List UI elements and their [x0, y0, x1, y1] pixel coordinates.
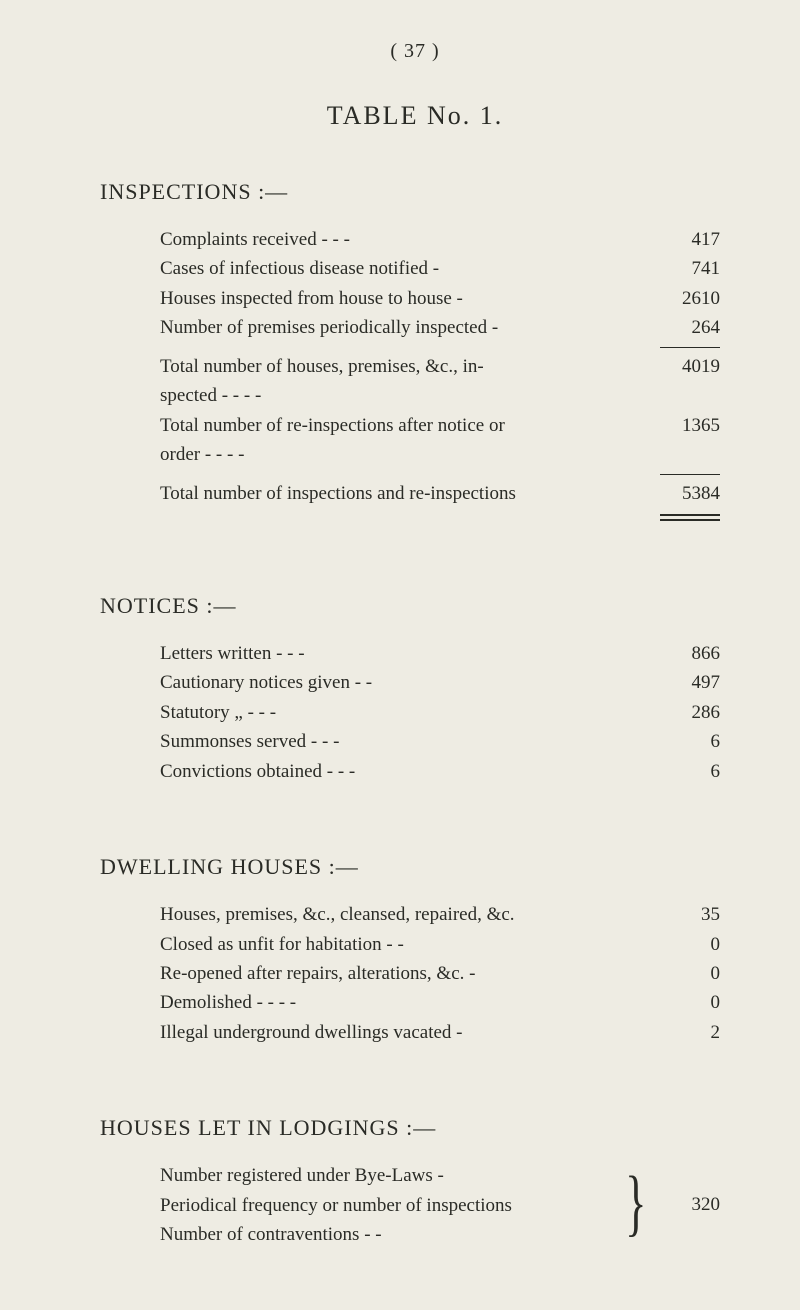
row-label: Cautionary notices given - -: [160, 668, 650, 697]
table-row: Cases of infectious disease notified - 7…: [160, 254, 720, 283]
row-value: 2: [650, 1018, 720, 1047]
row-label: Number of contraventions - -: [160, 1220, 392, 1249]
row-label: Illegal underground dwellings vacated -: [160, 1018, 650, 1047]
brace-icon: }: [626, 1170, 647, 1237]
section-heading-notices: NOTICES :—: [100, 593, 730, 619]
table-row: Cautionary notices given - - 497: [160, 668, 720, 697]
table-row: Statutory „ - - - 286: [160, 698, 720, 727]
section-heading-lodgings: HOUSES LET IN LODGINGS :—: [100, 1115, 730, 1141]
row-label: Total number of re-inspections after not…: [160, 411, 650, 470]
table-row: Total number of inspections and re-inspe…: [160, 479, 720, 508]
row-label: Statutory „ - - -: [160, 698, 650, 727]
row-label: Total number of inspections and re-inspe…: [160, 479, 650, 508]
row-label: Demolished - - - -: [160, 988, 650, 1017]
table-row: Illegal underground dwellings vacated - …: [160, 1018, 720, 1047]
section-heading-dwelling: DWELLING HOUSES :—: [100, 854, 730, 880]
brace-value: 320: [650, 1194, 720, 1216]
row-value: 0: [650, 930, 720, 959]
table-row: Number of premises periodically inspecte…: [160, 313, 720, 342]
table-row: Demolished - - - - 0: [160, 988, 720, 1017]
spacer: [100, 786, 730, 826]
subtotal-rule: [660, 474, 720, 475]
row-value: 6: [650, 727, 720, 756]
row-value: 0: [650, 988, 720, 1017]
row-value: 35: [650, 900, 720, 929]
brace-labels: Number registered under Bye-Laws - Perio…: [160, 1161, 616, 1249]
table-row: Total number of re-inspections after not…: [160, 411, 720, 470]
row-label: Closed as unfit for habitation - -: [160, 930, 650, 959]
table-row: Convictions obtained - - - 6: [160, 757, 720, 786]
row-value: 0: [650, 959, 720, 988]
table-row: Number registered under Bye-Laws -: [160, 1161, 616, 1190]
dwelling-block: Houses, premises, &c., cleansed, repaire…: [160, 900, 720, 1047]
table-row: Closed as unfit for habitation - - 0: [160, 930, 720, 959]
notices-block: Letters written - - - 866 Cautionary not…: [160, 639, 720, 786]
row-label: Houses inspected from house to house -: [160, 284, 650, 313]
table-row: Complaints received - - - 417: [160, 225, 720, 254]
table-row: Periodical frequency or number of inspec…: [160, 1191, 616, 1220]
row-value: 264: [650, 313, 720, 342]
table-row: Houses inspected from house to house - 2…: [160, 284, 720, 313]
row-label: Number registered under Bye-Laws -: [160, 1161, 454, 1190]
subtotal-rule: [660, 347, 720, 348]
row-label: Letters written - - -: [160, 639, 650, 668]
document-page: ( 37 ) TABLE No. 1. INSPECTIONS :— Compl…: [0, 0, 800, 1310]
table-row: Total number of houses, premises, &c., i…: [160, 352, 720, 411]
table-row: Number of contraventions - -: [160, 1220, 616, 1249]
row-label: Cases of infectious disease notified -: [160, 254, 650, 283]
spacer: [100, 1047, 730, 1087]
inspections-block: Complaints received - - - 417 Cases of i…: [160, 225, 720, 521]
lodgings-block: Number registered under Bye-Laws - Perio…: [160, 1161, 720, 1249]
row-label: Convictions obtained - - -: [160, 757, 650, 786]
row-label: Summonses served - - -: [160, 727, 650, 756]
row-label: Total number of houses, premises, &c., i…: [160, 352, 650, 411]
spacer: [100, 525, 730, 565]
table-row: Re-opened after repairs, alterations, &c…: [160, 959, 720, 988]
row-value: 417: [650, 225, 720, 254]
section-heading-inspections: INSPECTIONS :—: [100, 179, 730, 205]
row-label: Periodical frequency or number of inspec…: [160, 1191, 522, 1220]
double-rule: [660, 514, 720, 521]
row-value: 6: [650, 757, 720, 786]
row-label: Re-opened after repairs, alterations, &c…: [160, 959, 650, 988]
row-value: 286: [650, 698, 720, 727]
row-label: Complaints received - - -: [160, 225, 650, 254]
row-label: Houses, premises, &c., cleansed, repaire…: [160, 900, 650, 929]
row-value: 4019: [650, 352, 720, 381]
row-value: 5384: [650, 479, 720, 508]
brace-group: Number registered under Bye-Laws - Perio…: [160, 1161, 720, 1249]
table-row: Summonses served - - - 6: [160, 727, 720, 756]
table-row: Letters written - - - 866: [160, 639, 720, 668]
row-value: 741: [650, 254, 720, 283]
table-row: Houses, premises, &c., cleansed, repaire…: [160, 900, 720, 929]
row-value: 2610: [650, 284, 720, 313]
row-label: Number of premises periodically inspecte…: [160, 313, 650, 342]
row-value: 866: [650, 639, 720, 668]
row-value: 1365: [650, 411, 720, 440]
row-value: 497: [650, 668, 720, 697]
table-title: TABLE No. 1.: [100, 101, 730, 131]
page-number: ( 37 ): [100, 40, 730, 63]
